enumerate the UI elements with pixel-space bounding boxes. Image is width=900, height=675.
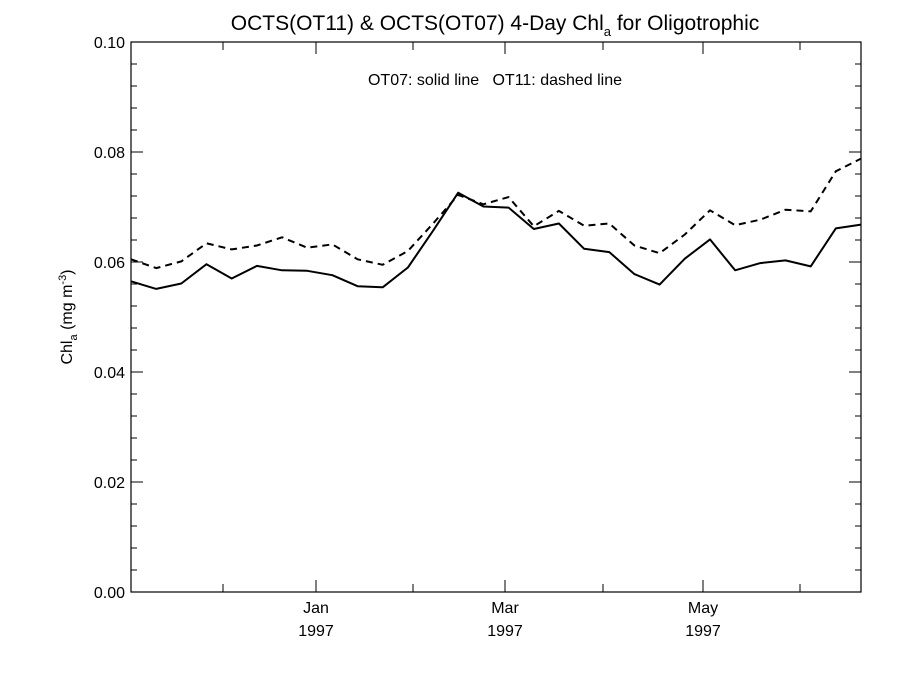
legend-note: OT07: solid line OT11: dashed line (368, 72, 622, 89)
plot-frame (130, 41, 862, 593)
x-tick-label-year: 1997 (298, 623, 334, 640)
x-tick-label-year: 1997 (487, 623, 523, 640)
ylabel-main: Chl (59, 341, 76, 365)
ylabel-superscript: -3 (57, 275, 69, 285)
axis-ticks (131, 41, 861, 593)
series-line-ot11 (130, 157, 862, 270)
y-tick-label: 0.06 (94, 255, 125, 272)
axis-tick-labels: 0.00 0.02 0.04 0.06 0.08 0.10 Jan 1997 Mar 1997 Ma… (94, 35, 721, 640)
y-tick-label: 0.10 (94, 35, 125, 52)
title-subscript: a (604, 24, 612, 39)
ylabel-close: ) (59, 269, 76, 274)
title-tail: for Oligotrophic (611, 12, 759, 35)
y-tick-label: 0.04 (94, 365, 125, 382)
x-tick-label-month: Mar (491, 600, 519, 617)
series-layer (130, 157, 862, 290)
x-tick-label-month: May (688, 600, 718, 617)
y-tick-label: 0.02 (94, 475, 125, 492)
ylabel-subscript: a (68, 334, 80, 341)
chart-title: OCTS(OT11) & OCTS(OT07) 4-Day Chla for O… (231, 12, 759, 39)
title-main: OCTS(OT11) & OCTS(OT07) 4-Day Chl (231, 12, 604, 35)
y-tick-label: 0.00 (94, 585, 125, 602)
y-tick-label: 0.08 (94, 145, 125, 162)
ylabel-unit: (mg m (59, 285, 76, 335)
y-axis-label: Chla (mg m-3) (57, 269, 80, 364)
x-tick-label-month: Jan (303, 600, 329, 617)
x-tick-label-year: 1997 (685, 623, 721, 640)
series-line-ot07 (130, 191, 862, 290)
